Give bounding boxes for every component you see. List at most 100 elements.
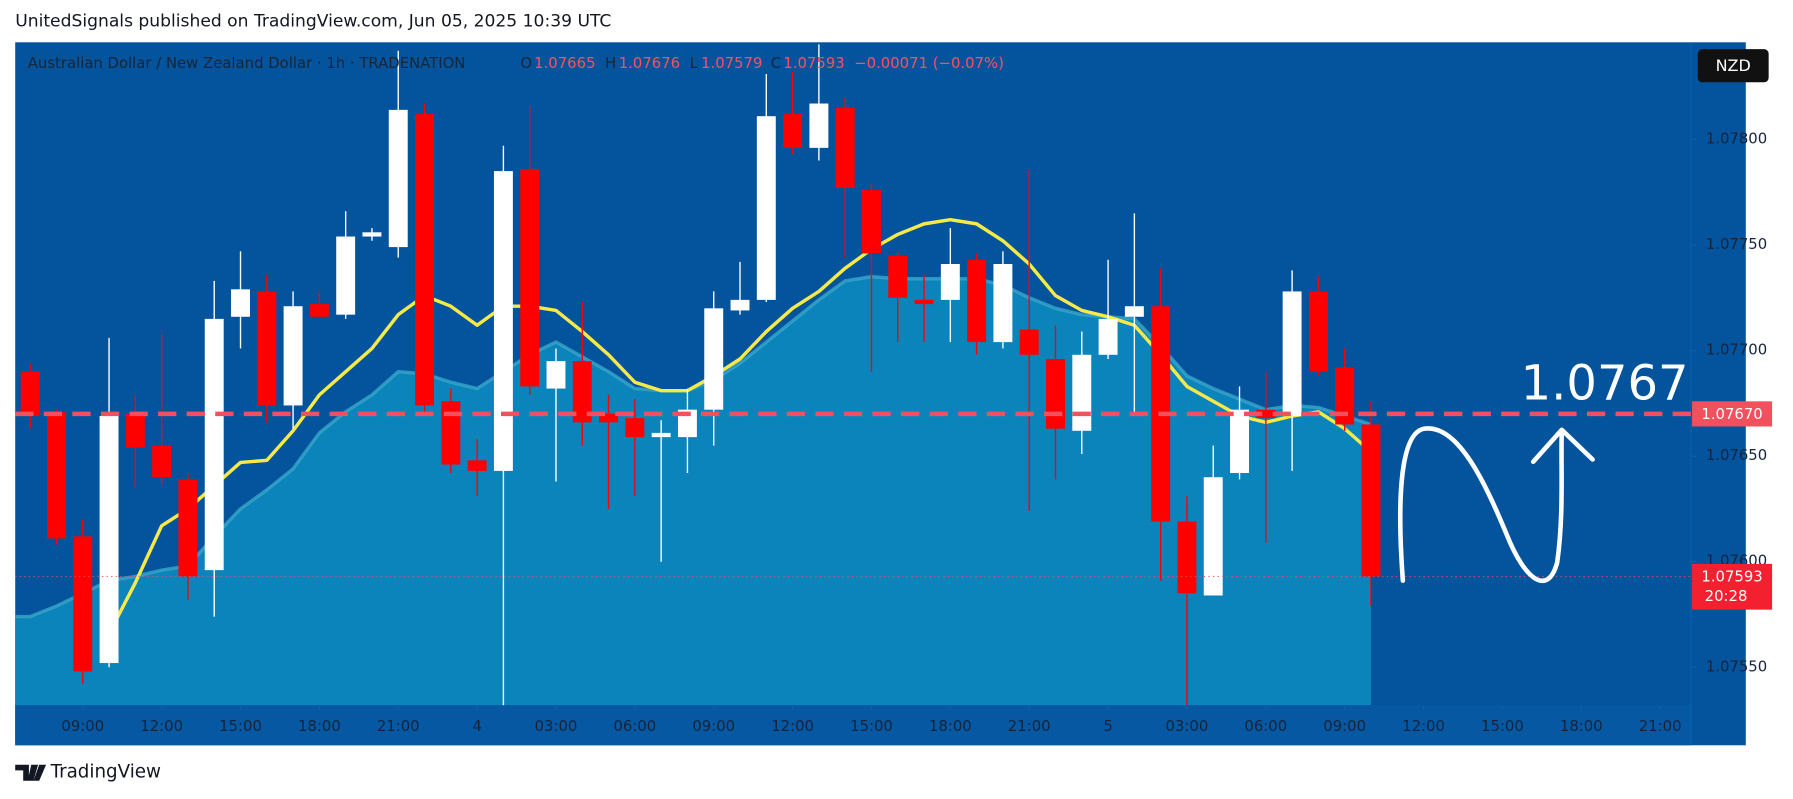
currency-badge[interactable] bbox=[1697, 49, 1769, 83]
hand-drawn-arrow bbox=[1397, 426, 1595, 584]
candle-body bbox=[809, 103, 829, 148]
ohlc-letter: H bbox=[605, 54, 616, 72]
candle-body bbox=[257, 291, 277, 406]
candle-body bbox=[73, 536, 93, 672]
candle-body bbox=[730, 299, 750, 311]
x-tick-label: 21:00 bbox=[1639, 717, 1682, 735]
x-tick-label: 5 bbox=[1103, 717, 1112, 735]
target-annotation: 1.0767 bbox=[1521, 355, 1689, 411]
candle-body bbox=[704, 308, 724, 410]
x-tick-label: 15:00 bbox=[219, 717, 262, 735]
change: −0.00071 (−0.07%) bbox=[854, 54, 1004, 72]
candle-body bbox=[467, 460, 487, 471]
current-price-label: 1.07593 bbox=[1701, 568, 1762, 586]
candle-body bbox=[914, 299, 934, 305]
candle-body bbox=[152, 445, 172, 478]
x-tick-label: 15:00 bbox=[850, 717, 893, 735]
candle-body bbox=[283, 306, 303, 406]
candle-body bbox=[415, 114, 435, 406]
ohlc-value: 1.07593 bbox=[783, 54, 844, 72]
ohlc-value: 1.07676 bbox=[619, 54, 680, 72]
candle-body bbox=[204, 318, 224, 571]
candle-body bbox=[1335, 367, 1355, 425]
candle-body bbox=[599, 413, 619, 423]
candle-body bbox=[388, 109, 408, 248]
plot-area bbox=[15, 44, 1691, 706]
candle-body bbox=[20, 371, 40, 417]
ohlc-letter: C bbox=[771, 54, 781, 72]
candle-body bbox=[940, 263, 960, 300]
x-tick-label: 06:00 bbox=[613, 717, 656, 735]
candle-body bbox=[1203, 477, 1223, 596]
x-tick-label: 09:00 bbox=[692, 717, 735, 735]
y-tick-label: 1.07700 bbox=[1706, 341, 1767, 359]
candle-body bbox=[178, 479, 198, 577]
candle-body bbox=[1361, 424, 1381, 577]
ma-area bbox=[15, 276, 1371, 706]
target-price-box bbox=[1692, 401, 1773, 427]
candle-body bbox=[99, 416, 119, 664]
candle-body bbox=[1046, 359, 1065, 429]
x-tick-label: 06:00 bbox=[1244, 717, 1287, 735]
x-tick-label: 21:00 bbox=[377, 717, 420, 735]
footer-brand: TradingView bbox=[50, 762, 161, 783]
x-tick-label: 03:00 bbox=[1166, 717, 1209, 735]
candle-body bbox=[493, 171, 513, 471]
x-tick-label: 21:00 bbox=[1008, 717, 1051, 735]
y-tick-label: 1.07550 bbox=[1706, 657, 1767, 675]
x-tick-label: 12:00 bbox=[1402, 717, 1445, 735]
candle-body bbox=[835, 107, 855, 188]
candle-body bbox=[1308, 291, 1328, 372]
candle-body bbox=[888, 255, 908, 298]
candle-body bbox=[1256, 409, 1276, 419]
symbol-title: Australian Dollar / New Zealand Dollar ·… bbox=[28, 54, 466, 72]
candle-body bbox=[1282, 291, 1302, 417]
candle-body bbox=[47, 411, 66, 539]
target-price-label: 1.07670 bbox=[1701, 405, 1762, 423]
candle-body bbox=[756, 116, 776, 300]
candle-body bbox=[231, 289, 250, 317]
x-tick-label: 18:00 bbox=[298, 717, 341, 735]
candle-body bbox=[1124, 306, 1144, 317]
ohlc-value: 1.07579 bbox=[701, 54, 762, 72]
candle-body bbox=[336, 236, 356, 315]
candle-body bbox=[783, 114, 803, 148]
candle-body bbox=[625, 418, 645, 438]
candle-body bbox=[1177, 521, 1197, 594]
candle-body bbox=[546, 361, 566, 389]
x-tick-label: 12:00 bbox=[771, 717, 814, 735]
x-tick-label: 18:00 bbox=[929, 717, 972, 735]
y-tick-label: 1.07650 bbox=[1706, 446, 1767, 464]
x-tick-label: 4 bbox=[472, 717, 481, 735]
candle-body bbox=[1072, 354, 1092, 431]
candle-body bbox=[862, 190, 881, 254]
countdown-label: 20:28 bbox=[1705, 587, 1748, 605]
x-tick-label: 15:00 bbox=[1481, 717, 1524, 735]
ohlc-letter: O bbox=[520, 54, 532, 72]
y-tick-label: 1.07750 bbox=[1706, 235, 1767, 253]
candle-body bbox=[677, 409, 697, 438]
time-axis-strip bbox=[15, 705, 1691, 746]
candle-body bbox=[362, 232, 382, 237]
x-tick-label: 18:00 bbox=[1560, 717, 1603, 735]
x-tick-label: 09:00 bbox=[61, 717, 104, 735]
candle-body bbox=[441, 401, 461, 465]
x-tick-label: 12:00 bbox=[140, 717, 183, 735]
currency-label: NZD bbox=[1716, 56, 1751, 75]
x-tick-label: 09:00 bbox=[1323, 717, 1366, 735]
footer-logo bbox=[15, 764, 47, 781]
candle-body bbox=[572, 361, 592, 423]
candle-body bbox=[967, 259, 987, 343]
current-price-box bbox=[1692, 563, 1773, 610]
candle-body bbox=[1019, 329, 1039, 355]
candle-body bbox=[520, 168, 540, 387]
candle-body bbox=[1230, 409, 1249, 474]
ohlc-value: 1.07665 bbox=[534, 54, 595, 72]
publish-header: UnitedSignals published on TradingView.c… bbox=[15, 12, 611, 32]
candle-body bbox=[309, 304, 329, 317]
candle-body bbox=[125, 413, 145, 448]
x-tick-label: 03:00 bbox=[535, 717, 578, 735]
candle-body bbox=[993, 263, 1013, 343]
candle-body bbox=[1098, 318, 1118, 355]
